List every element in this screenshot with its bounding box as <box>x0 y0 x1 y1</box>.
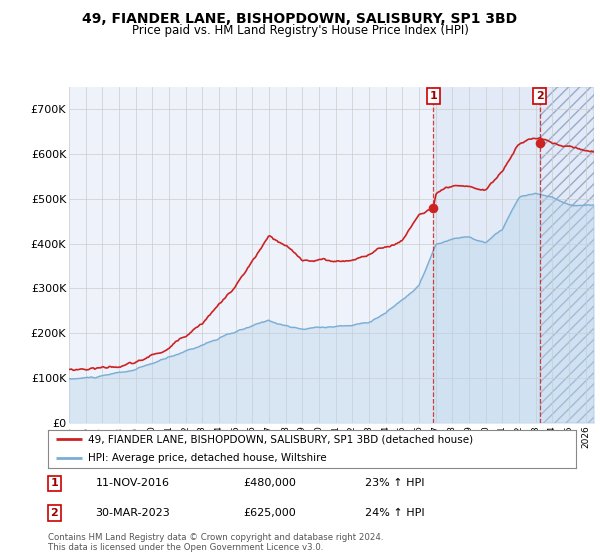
Text: Contains HM Land Registry data © Crown copyright and database right 2024.: Contains HM Land Registry data © Crown c… <box>48 533 383 542</box>
Text: This data is licensed under the Open Government Licence v3.0.: This data is licensed under the Open Gov… <box>48 543 323 552</box>
Text: 1: 1 <box>430 91 437 101</box>
Text: 2: 2 <box>536 91 544 101</box>
Text: HPI: Average price, detached house, Wiltshire: HPI: Average price, detached house, Wilt… <box>88 453 326 463</box>
Text: £480,000: £480,000 <box>244 478 296 488</box>
Text: £625,000: £625,000 <box>244 508 296 518</box>
Text: 23% ↑ HPI: 23% ↑ HPI <box>365 478 424 488</box>
Text: 30-MAR-2023: 30-MAR-2023 <box>95 508 170 518</box>
Bar <box>433 87 594 423</box>
Point <box>535 138 545 147</box>
Text: Price paid vs. HM Land Registry's House Price Index (HPI): Price paid vs. HM Land Registry's House … <box>131 24 469 36</box>
Point <box>428 203 438 212</box>
Bar <box>540 87 594 423</box>
Text: 49, FIANDER LANE, BISHOPDOWN, SALISBURY, SP1 3BD (detached house): 49, FIANDER LANE, BISHOPDOWN, SALISBURY,… <box>88 434 473 444</box>
Text: 24% ↑ HPI: 24% ↑ HPI <box>365 508 424 518</box>
Text: 11-NOV-2016: 11-NOV-2016 <box>95 478 170 488</box>
Text: 1: 1 <box>50 478 58 488</box>
Text: 2: 2 <box>50 508 58 518</box>
Text: 49, FIANDER LANE, BISHOPDOWN, SALISBURY, SP1 3BD: 49, FIANDER LANE, BISHOPDOWN, SALISBURY,… <box>82 12 518 26</box>
